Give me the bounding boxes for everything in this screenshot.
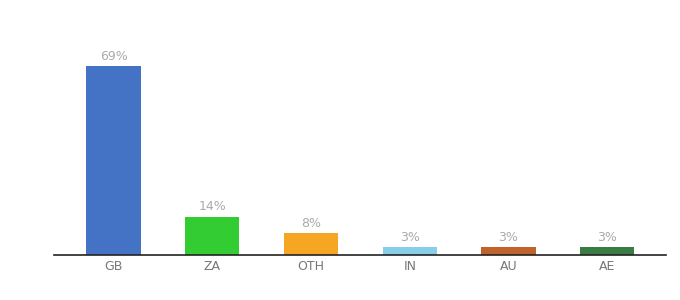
Bar (185, 217, 239, 255)
Text: 3%: 3% (498, 230, 518, 244)
Text: 14%: 14% (199, 200, 226, 213)
Bar (86, 66, 141, 255)
Text: 8%: 8% (301, 217, 321, 230)
Bar (284, 233, 338, 255)
Bar (481, 247, 536, 255)
Bar (580, 247, 634, 255)
Text: 3%: 3% (400, 230, 420, 244)
Bar (383, 247, 437, 255)
Text: 3%: 3% (597, 230, 617, 244)
Text: 69%: 69% (100, 50, 128, 63)
